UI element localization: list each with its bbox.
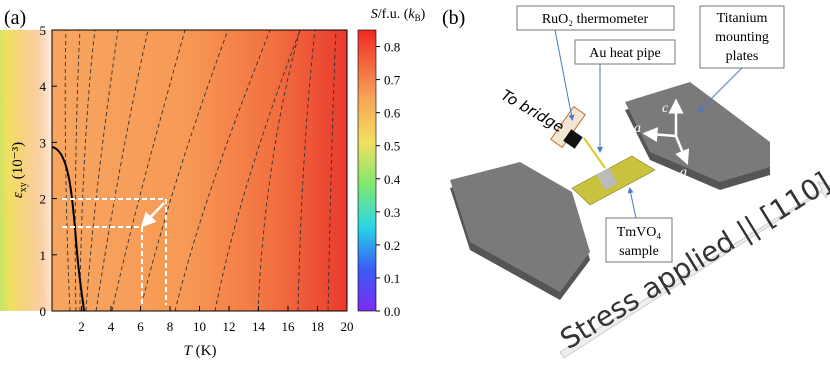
x-tick-label: 6 bbox=[137, 319, 144, 334]
cb-tick-label: 0.7 bbox=[384, 73, 401, 88]
x-symbol: T bbox=[184, 343, 194, 359]
cb-end: ) bbox=[421, 7, 426, 22]
callouts: RuO₂ thermometer Au heat pipe Titanium m… bbox=[542, 11, 769, 259]
x-tick-label: 12 bbox=[223, 319, 236, 334]
y-tick-label: 2 bbox=[40, 192, 47, 207]
y-symbol: ε bbox=[10, 192, 26, 198]
panel-b: (b) c a a To bridge RuO₂ thermometer Au … bbox=[442, 5, 830, 359]
plates-label: plates bbox=[726, 49, 759, 64]
y-label: εxy (10⁻³) bbox=[10, 142, 29, 198]
y-tick-label: 5 bbox=[40, 23, 47, 38]
cb-tick-label: 0.3 bbox=[384, 205, 400, 220]
x-label: T (K) bbox=[184, 343, 217, 359]
axis-a2: a bbox=[680, 165, 687, 180]
cb-tick-label: 0.1 bbox=[384, 271, 400, 286]
x-tick-label: 2 bbox=[78, 319, 85, 334]
phase-boundary bbox=[51, 146, 85, 312]
x-tick-label: 14 bbox=[252, 319, 266, 334]
y-unit: (10⁻³) bbox=[10, 142, 26, 179]
bridge-label: To bridge bbox=[498, 86, 567, 136]
heatmap-low bbox=[0, 30, 339, 311]
cb-mid: /f.u. ( bbox=[378, 7, 409, 22]
plates-label: mounting bbox=[715, 30, 769, 45]
cb-sub: B bbox=[415, 13, 421, 23]
cb-tick-label: 0.2 bbox=[384, 238, 400, 253]
y-tick-label: 0 bbox=[40, 304, 47, 319]
x-tick-label: 20 bbox=[341, 319, 354, 334]
sample-label: TmVO₄ bbox=[617, 225, 662, 240]
cb-unit: k bbox=[408, 7, 415, 22]
panel-label: (b) bbox=[442, 7, 465, 29]
cb-tick-label: 0.5 bbox=[384, 139, 400, 154]
cb-tick-label: 0.8 bbox=[384, 40, 400, 55]
sample-label: sample bbox=[619, 244, 659, 259]
cb-tick-label: 0.6 bbox=[384, 106, 401, 121]
arrow bbox=[140, 202, 165, 228]
cb-tick-label: 0.4 bbox=[384, 172, 401, 187]
y-tick-label: 1 bbox=[40, 248, 47, 263]
y-sub: xy bbox=[18, 182, 29, 192]
crystal-axes: c a a bbox=[634, 101, 687, 180]
y-tick-label: 4 bbox=[40, 79, 47, 94]
cb-tick-label: 0.0 bbox=[384, 304, 400, 319]
x-tick-label: 8 bbox=[167, 319, 174, 334]
heat-pipe-label: Au heat pipe bbox=[589, 46, 661, 61]
plates-label: Titanium bbox=[717, 11, 768, 26]
x-tick-label: 10 bbox=[193, 319, 206, 334]
axis-a1: a bbox=[634, 121, 641, 136]
y-tick-label: 3 bbox=[40, 135, 47, 150]
cb-symbol: S bbox=[371, 7, 378, 22]
panel-label: (a) bbox=[4, 7, 26, 29]
panel-a: (a) T (K) εxy(10⁻³) S/f.u. (kB) 2 4 6 8 10 12… bbox=[0, 7, 426, 359]
x-unit: (K) bbox=[196, 343, 217, 359]
x-tick-label: 18 bbox=[311, 319, 324, 334]
contours bbox=[64, 29, 337, 312]
axis-c: c bbox=[662, 101, 669, 116]
x-tick-label: 4 bbox=[108, 319, 115, 334]
x-tick-label: 16 bbox=[282, 319, 296, 334]
colorbar-label: S/f.u. (kB) bbox=[371, 7, 426, 23]
thermometer-label: RuO₂ thermometer bbox=[542, 12, 649, 27]
colorbar bbox=[357, 29, 377, 312]
